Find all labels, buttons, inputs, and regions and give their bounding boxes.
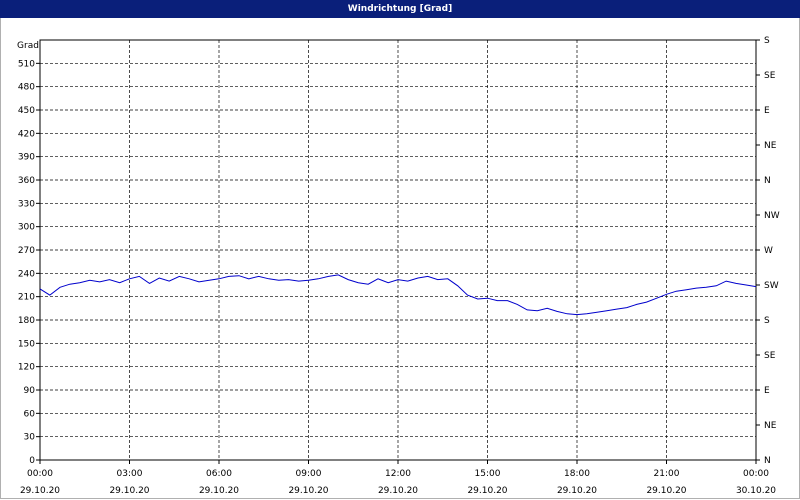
right-tick-label: E [764,106,770,116]
right-tick-label: SE [764,351,776,361]
x-tick-date-label: 29.10.20 [20,486,60,496]
y-tick-label: 420 [18,129,35,139]
y-tick-label: 300 [18,223,35,233]
y-tick-label: 270 [18,246,35,256]
x-tick-time-label: 18:00 [564,469,590,479]
x-tick-date-label: 29.10.20 [109,486,149,496]
x-tick-time-label: 00:00 [743,469,769,479]
y-axis-label: Grad [17,41,39,51]
y-tick-label: 450 [18,106,35,116]
y-tick-label: 480 [18,83,35,93]
x-tick-time-label: 15:00 [475,469,501,479]
right-tick-label: NE [764,421,777,431]
x-tick-time-label: 21:00 [654,469,680,479]
y-tick-label: 180 [18,316,35,326]
x-tick-date-label: 29.10.20 [557,486,597,496]
x-tick-time-label: 00:00 [27,469,53,479]
x-tick-date-label: 29.10.20 [467,486,507,496]
y-tick-label: 210 [18,293,35,303]
y-tick-label: 390 [18,153,35,163]
y-tick-label: 510 [18,59,35,69]
right-tick-label: W [764,246,773,256]
right-tick-label: E [764,386,770,396]
right-tick-labels: N NE E SE S SW W NW N NE E SE S [764,36,780,466]
y-tick-label: 30 [24,433,36,443]
y-tick-label: 90 [24,386,36,396]
right-tick-label: N [764,456,771,466]
x-tick-date-label: 30.10.20 [736,486,776,496]
plot-area-border [39,39,757,461]
right-tick-label: S [764,316,770,326]
y-tick-label: 0 [29,456,35,466]
right-tick-label: N [764,176,771,186]
x-tick-time-label: 12:00 [385,469,411,479]
x-tick-time-label: 03:00 [117,469,143,479]
chart-title: Windrichtung [Grad] [0,0,800,18]
y-tick-label: 120 [18,363,35,373]
x-tick-date-label: 29.10.20 [199,486,239,496]
y-tick-label: 240 [18,269,35,279]
wind-direction-line [39,274,757,316]
right-tick-label: S [764,36,770,46]
y-tick-label: 60 [24,409,36,419]
right-tick-label: NW [764,211,780,221]
y-tick-label: 330 [18,199,35,209]
right-tick-label: SW [764,281,779,291]
x-tick-labels: 00:00 29.10.20 03:00 29.10.20 06:00 29.10.20 0… [20,469,776,496]
x-tick-date-label: 29.10.20 [288,486,328,496]
x-tick-date-label: 29.10.20 [646,486,686,496]
y-tick-label: 150 [18,339,35,349]
right-tick-label: NE [764,141,777,151]
grid-lines [36,39,760,464]
y-tick-labels: 0 30 60 90 120 150 180 210 240 270 300 330 360 390 420… [18,59,35,466]
x-tick-time-label: 06:00 [206,469,232,479]
right-tick-label: SE [764,71,776,81]
y-tick-label: 360 [18,176,35,186]
x-tick-date-label: 29.10.20 [378,486,418,496]
x-tick-time-label: 09:00 [296,469,322,479]
